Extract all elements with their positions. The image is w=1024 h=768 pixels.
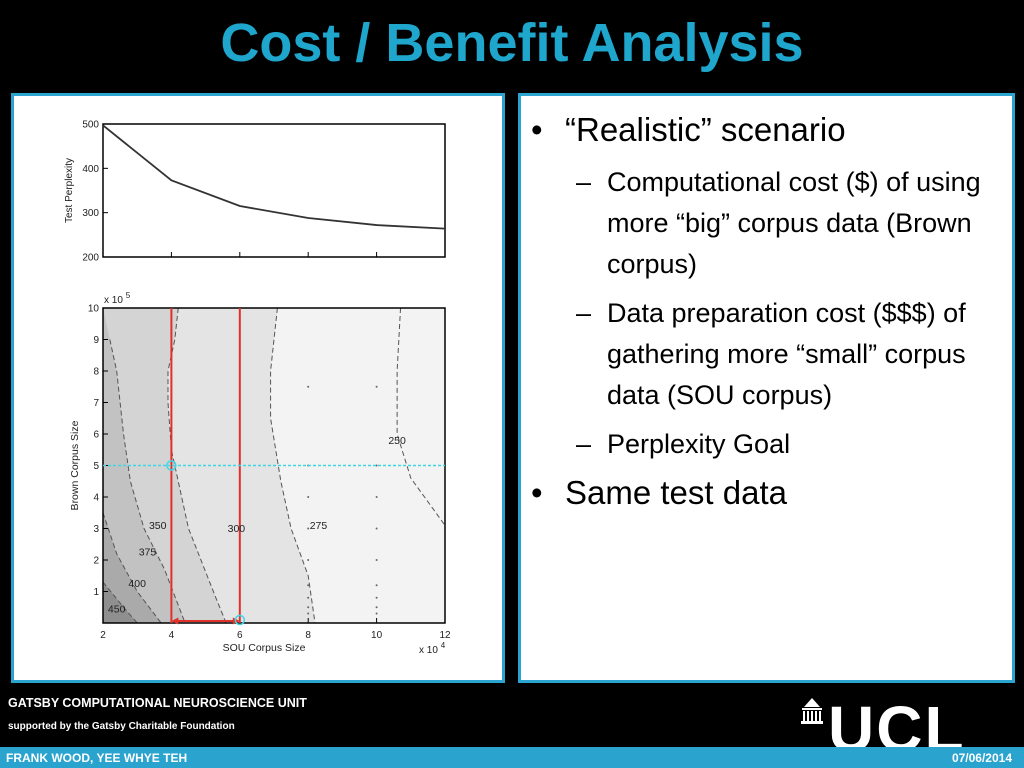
contour-line-400 <box>102 581 138 624</box>
x-tick-label: 12 <box>439 630 451 641</box>
sample-dot <box>307 559 310 561</box>
contour-label: 350 <box>149 520 167 532</box>
sou-point-marker <box>234 614 246 626</box>
y-axis-multiplier: x 10 5 <box>104 291 131 306</box>
slide-title: Cost / Benefit Analysis <box>220 13 804 73</box>
x-tick-label: 6 <box>237 630 243 641</box>
footer-unit: GATSBY COMPUTATIONAL NEUROSCIENCE UNIT <box>8 696 307 710</box>
y-tick-label: 7 <box>93 398 99 409</box>
y-tick-label: 5 <box>93 461 99 472</box>
text-panel: • “Realistic” scenario – Computational cos… <box>518 93 1015 683</box>
contour-label: 450 <box>108 603 126 615</box>
sample-dot <box>375 464 378 467</box>
sample-dot <box>375 527 378 530</box>
cost-arrow-head <box>232 617 240 625</box>
y-tick-label: 500 <box>82 120 99 131</box>
bullet-text: “Realistic” scenario <box>565 111 846 148</box>
bullet-list: • “Realistic” scenario – Computational cos… <box>521 110 1001 525</box>
sample-dot <box>375 496 378 498</box>
x-tick-label: 4 <box>169 630 175 641</box>
contour-region-400 <box>103 512 162 623</box>
sample-dot <box>375 606 378 609</box>
y-axis-label: Brown Corpus Size <box>69 420 81 510</box>
sample-dot <box>375 584 378 587</box>
sub-bullet-text: Computational cost ($) of using more “bi… <box>607 167 981 279</box>
sub-bullet-item: – Data preparation cost ($$$) of gatherin… <box>576 298 966 410</box>
y-tick-label: 6 <box>93 430 99 441</box>
contour-label: 275 <box>310 520 328 532</box>
sample-dot <box>307 606 310 609</box>
y-tick-label: 300 <box>82 208 99 219</box>
y-axis-exponent: 5 <box>126 291 131 300</box>
goal-point-marker <box>166 460 177 471</box>
y-tick-label: 10 <box>88 304 100 315</box>
sample-dot <box>307 385 310 388</box>
perplexity-line <box>102 124 446 230</box>
sub-bullet-item: – Computational cost ($) of using more “b… <box>576 167 981 279</box>
bullet-item: • “Realistic” scenario <box>531 111 846 148</box>
sample-dot <box>375 612 378 615</box>
y-tick-label: 4 <box>93 493 99 504</box>
x-axis-exponent: 4 <box>441 641 446 650</box>
contour-label: 400 <box>128 578 146 590</box>
y-tick-label: 1 <box>93 587 99 598</box>
sample-dot <box>307 527 310 530</box>
footer-bar: FRANK WOOD, YEE WHYE TEH 07/06/2014 <box>0 747 1024 768</box>
sample-dot <box>307 584 310 587</box>
footer-support: supported by the Gatsby Charitable Found… <box>8 721 235 732</box>
sub-bullet-text: Data preparation cost ($$$) of gathering… <box>607 298 966 410</box>
x-tick-label: 2 <box>100 630 106 641</box>
footer: GATSBY COMPUTATIONAL NEUROSCIENCE UNIT s… <box>0 689 1024 768</box>
y-tick-label: 9 <box>93 335 99 346</box>
contour-label: 300 <box>228 523 246 535</box>
x-axis-label: SOU Corpus Size <box>223 642 306 654</box>
contour-region-375 <box>103 308 186 623</box>
contour-label: 250 <box>388 435 406 447</box>
sub-bullet-text: Perplexity Goal <box>607 429 791 459</box>
footer-date: 07/06/2014 <box>951 751 1012 765</box>
ucl-logo: UCL <box>801 695 966 755</box>
contour-line-375 <box>102 512 162 624</box>
ucl-logo-text: UCL <box>828 695 966 755</box>
contour-label: 375 <box>139 547 157 559</box>
chart-panel: 500 400 300 200 Test Perplexity 10 9 8 7 6 5 4 3 2 1 2… <box>11 93 505 683</box>
contour-line-250 <box>396 307 446 526</box>
portico-icon <box>801 698 823 724</box>
y-tick-label: 3 <box>93 524 99 535</box>
sub-bullet-item: – Perplexity Goal <box>576 429 791 459</box>
sample-dot <box>375 559 378 561</box>
top-plot-frame <box>102 123 446 258</box>
contour-line-275 <box>270 307 316 624</box>
x-axis-multiplier: x 10 4 <box>419 641 446 656</box>
bullet-text: Same test data <box>565 474 787 511</box>
y-tick-label: 200 <box>82 253 99 264</box>
y-tick-label: 8 <box>93 367 99 378</box>
sample-dot <box>307 496 310 498</box>
sample-dot <box>375 596 378 599</box>
contour-region-450 <box>103 582 138 623</box>
top-y-axis-label: Test Perplexity <box>64 158 75 223</box>
x-tick-label: 8 <box>305 630 311 641</box>
x-tick-label: 10 <box>371 630 383 641</box>
sample-dot <box>375 385 378 388</box>
sample-dot <box>307 612 310 615</box>
footer-authors: FRANK WOOD, YEE WHYE TEH <box>6 751 188 765</box>
y-tick-label: 2 <box>93 556 99 567</box>
cost-arrow-head <box>171 617 179 625</box>
sample-dot <box>307 596 310 599</box>
y-tick-label: 400 <box>82 164 99 175</box>
bullet-item: • Same test data <box>531 474 787 511</box>
